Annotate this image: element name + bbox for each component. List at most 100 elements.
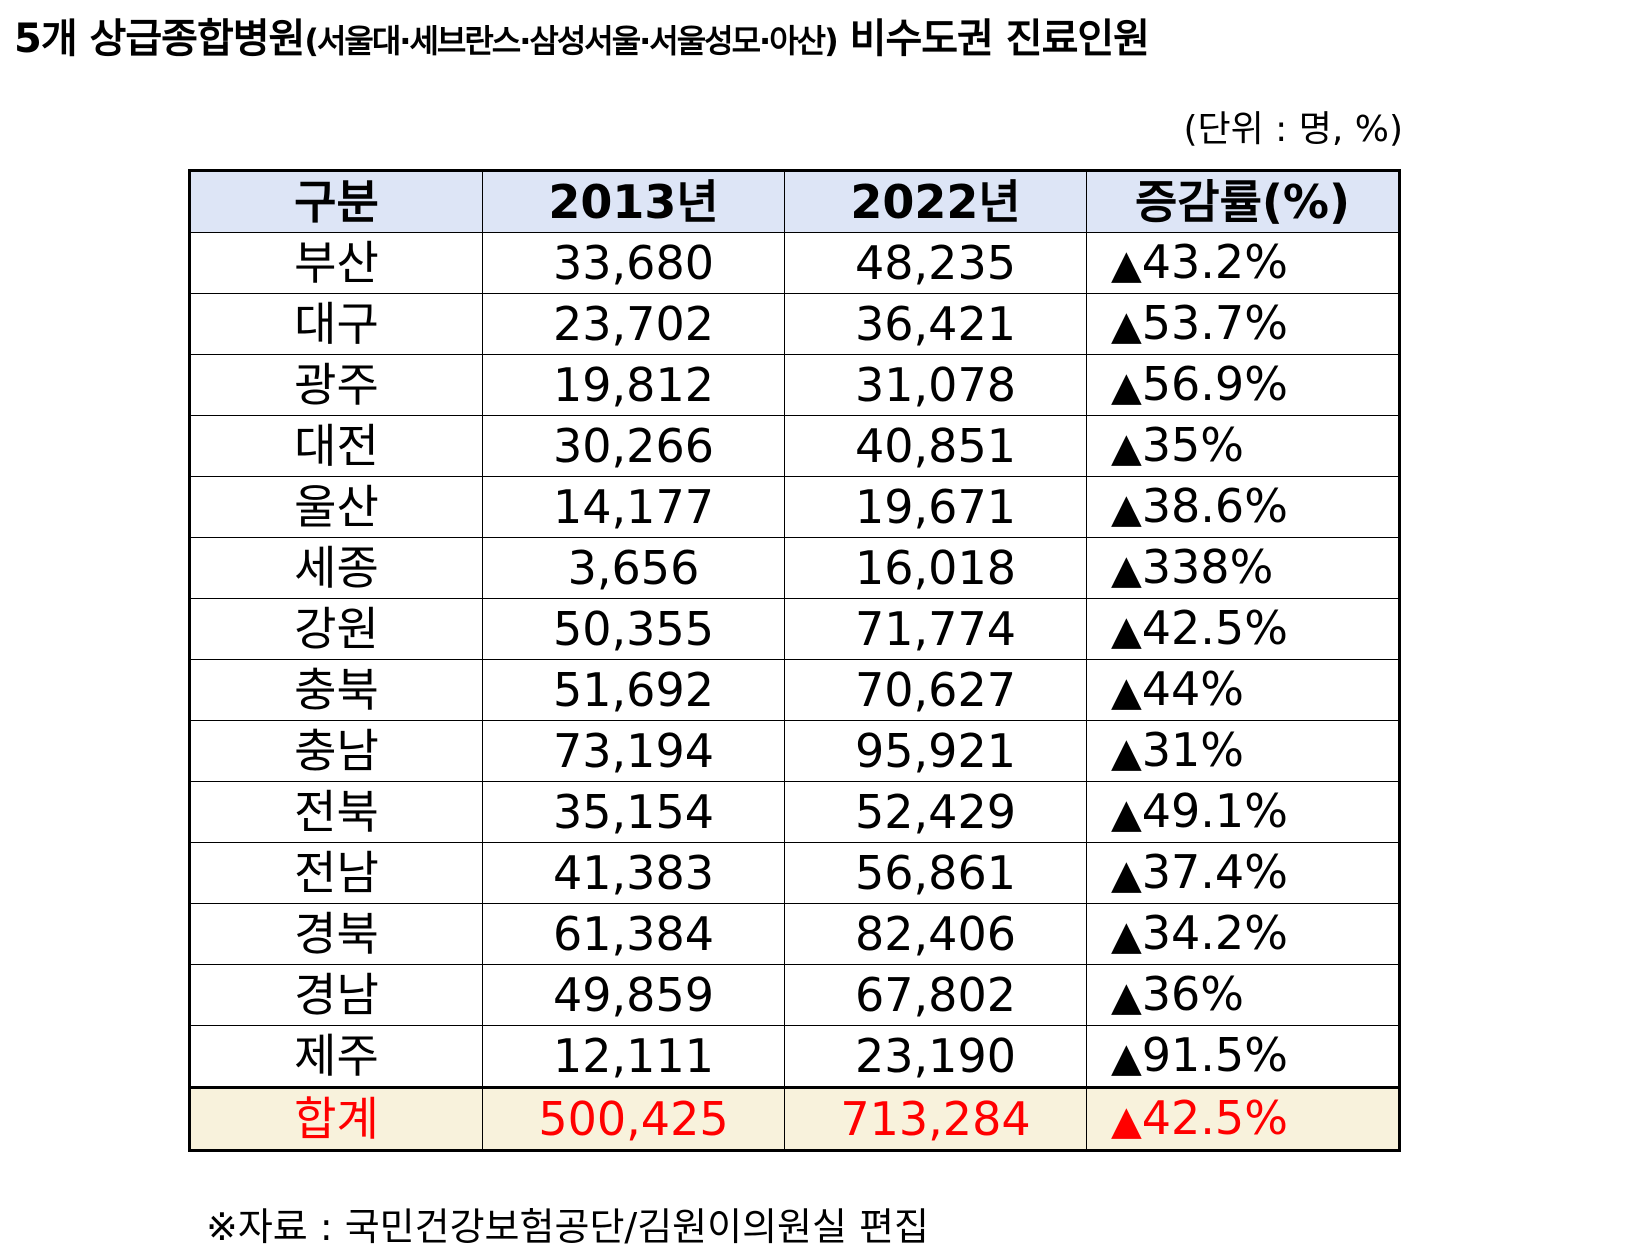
change-rate-cell: ▲42.5% — [1086, 598, 1400, 660]
title-suffix: 비수도권 진료인원 — [836, 16, 1150, 62]
data-table: 구분 2013년 2022년 증감률(%) 부산 33,680 48,235 ▲43.2% 대… — [188, 169, 1401, 1152]
increase-triangle-icon: ▲ — [1111, 1034, 1142, 1081]
change-rate-value: 53.7% — [1141, 295, 1288, 350]
value-2022-cell: 48,235 — [784, 232, 1087, 294]
table-row: 충북 51,692 70,627 ▲44% — [189, 659, 1400, 721]
value-2022-cell: 31,078 — [784, 354, 1087, 416]
value-2013-cell: 33,680 — [482, 232, 785, 294]
table-row: 대구 23,702 36,421 ▲53.7% — [189, 293, 1400, 355]
value-2022-cell: 16,018 — [784, 537, 1087, 599]
increase-triangle-icon: ▲ — [1111, 729, 1142, 776]
table-row: 광주 19,812 31,078 ▲56.9% — [189, 354, 1400, 416]
change-rate-cell: ▲38.6% — [1086, 476, 1400, 538]
region-cell: 경남 — [189, 964, 483, 1026]
source-note: ※자료 : 국민건강보험공단/김원이의원실 편집 — [206, 1205, 929, 1249]
increase-triangle-icon: ▲ — [1111, 363, 1142, 410]
change-rate-cell: ▲35% — [1086, 415, 1400, 477]
table-row: 전북 35,154 52,429 ▲49.1% — [189, 781, 1400, 843]
column-header: 증감률(%) — [1086, 170, 1400, 233]
value-2013-cell: 12,111 — [482, 1025, 785, 1088]
value-2013-cell: 35,154 — [482, 781, 785, 843]
increase-triangle-icon: ▲ — [1111, 424, 1142, 471]
title-main: 5개 상급종합병원 — [14, 16, 305, 62]
region-cell: 전남 — [189, 842, 483, 904]
column-header: 2022년 — [784, 170, 1087, 233]
column-header: 2013년 — [482, 170, 785, 233]
region-cell: 충남 — [189, 720, 483, 782]
change-rate-value: 44% — [1141, 661, 1245, 716]
value-2013-cell: 73,194 — [482, 720, 785, 782]
change-rate-value: 31% — [1141, 722, 1245, 777]
increase-triangle-icon: ▲ — [1111, 607, 1142, 654]
increase-triangle-icon: ▲ — [1111, 302, 1142, 349]
change-rate-value: 34.2% — [1141, 905, 1288, 960]
value-2013-cell: 19,812 — [482, 354, 785, 416]
table-row: 강원 50,355 71,774 ▲42.5% — [189, 598, 1400, 660]
table-row: 대전 30,266 40,851 ▲35% — [189, 415, 1400, 477]
value-2013-cell: 51,692 — [482, 659, 785, 721]
value-2022-cell: 52,429 — [784, 781, 1087, 843]
change-rate-value: 42.5% — [1141, 600, 1288, 655]
table-row: 충남 73,194 95,921 ▲31% — [189, 720, 1400, 782]
column-header: 구분 — [189, 170, 483, 233]
value-2022-cell: 95,921 — [784, 720, 1087, 782]
table-row: 세종 3,656 16,018 ▲338% — [189, 537, 1400, 599]
value-2022-cell: 40,851 — [784, 415, 1087, 477]
value-2022-cell: 713,284 — [784, 1087, 1087, 1151]
table-row: 제주 12,111 23,190 ▲91.5% — [189, 1025, 1400, 1088]
region-cell: 대전 — [189, 415, 483, 477]
change-rate-value: 38.6% — [1141, 478, 1288, 533]
increase-triangle-icon: ▲ — [1111, 668, 1142, 715]
value-2022-cell: 56,861 — [784, 842, 1087, 904]
change-rate-cell: ▲49.1% — [1086, 781, 1400, 843]
page-title: 5개 상급종합병원(서울대·세브란스·삼성서울·서울성모·아산) 비수도권 진료… — [14, 6, 1150, 64]
increase-triangle-icon: ▲ — [1111, 241, 1142, 288]
value-2022-cell: 23,190 — [784, 1025, 1087, 1088]
increase-triangle-icon: ▲ — [1111, 485, 1142, 532]
value-2013-cell: 41,383 — [482, 842, 785, 904]
change-rate-cell: ▲34.2% — [1086, 903, 1400, 965]
total-row: 합계 500,425 713,284 ▲42.5% — [189, 1087, 1400, 1151]
value-2013-cell: 23,702 — [482, 293, 785, 355]
increase-triangle-icon: ▲ — [1111, 790, 1142, 837]
title-hospitals: (서울대·세브란스·삼성서울·서울성모·아산) — [304, 22, 838, 60]
change-rate-value: 49.1% — [1141, 783, 1288, 838]
table-row: 경남 49,859 67,802 ▲36% — [189, 964, 1400, 1026]
value-2022-cell: 71,774 — [784, 598, 1087, 660]
increase-triangle-icon: ▲ — [1111, 973, 1142, 1020]
value-2013-cell: 30,266 — [482, 415, 785, 477]
change-rate-cell: ▲91.5% — [1086, 1025, 1400, 1088]
value-2022-cell: 82,406 — [784, 903, 1087, 965]
change-rate-cell: ▲43.2% — [1086, 232, 1400, 294]
increase-triangle-icon: ▲ — [1111, 1097, 1142, 1144]
value-2013-cell: 500,425 — [482, 1087, 785, 1151]
region-cell: 충북 — [189, 659, 483, 721]
increase-triangle-icon: ▲ — [1111, 851, 1142, 898]
change-rate-cell: ▲44% — [1086, 659, 1400, 721]
value-2013-cell: 3,656 — [482, 537, 785, 599]
table-row: 전남 41,383 56,861 ▲37.4% — [189, 842, 1400, 904]
change-rate-value: 56.9% — [1141, 356, 1288, 411]
change-rate-value: 42.5% — [1141, 1090, 1288, 1145]
value-2013-cell: 61,384 — [482, 903, 785, 965]
value-2013-cell: 14,177 — [482, 476, 785, 538]
value-2022-cell: 19,671 — [784, 476, 1087, 538]
change-rate-cell: ▲56.9% — [1086, 354, 1400, 416]
change-rate-value: 91.5% — [1141, 1027, 1288, 1082]
region-cell: 경북 — [189, 903, 483, 965]
change-rate-cell: ▲36% — [1086, 964, 1400, 1026]
change-rate-cell: ▲338% — [1086, 537, 1400, 599]
change-rate-cell: ▲42.5% — [1086, 1087, 1400, 1151]
increase-triangle-icon: ▲ — [1111, 912, 1142, 959]
region-cell: 전북 — [189, 781, 483, 843]
value-2022-cell: 67,802 — [784, 964, 1087, 1026]
region-cell: 울산 — [189, 476, 483, 538]
table-row: 울산 14,177 19,671 ▲38.6% — [189, 476, 1400, 538]
region-cell: 세종 — [189, 537, 483, 599]
change-rate-cell: ▲53.7% — [1086, 293, 1400, 355]
region-cell: 합계 — [189, 1087, 483, 1151]
table-row: 부산 33,680 48,235 ▲43.2% — [189, 232, 1400, 294]
region-cell: 부산 — [189, 232, 483, 294]
region-cell: 대구 — [189, 293, 483, 355]
value-2013-cell: 50,355 — [482, 598, 785, 660]
